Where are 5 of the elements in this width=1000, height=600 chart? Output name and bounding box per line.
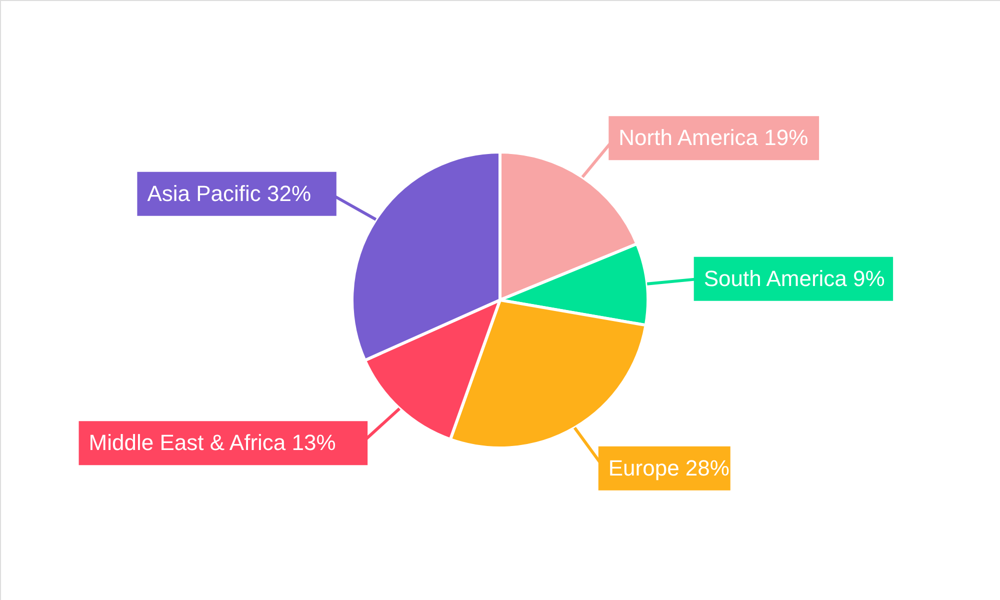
slice-label: Europe 28% (608, 455, 730, 480)
slice-label: North America 19% (618, 125, 808, 150)
slice-label: Middle East & Africa 13% (88, 430, 336, 456)
slice-label: South America 9% (704, 266, 885, 291)
slice-label: Asia Pacific 32% (147, 180, 312, 206)
